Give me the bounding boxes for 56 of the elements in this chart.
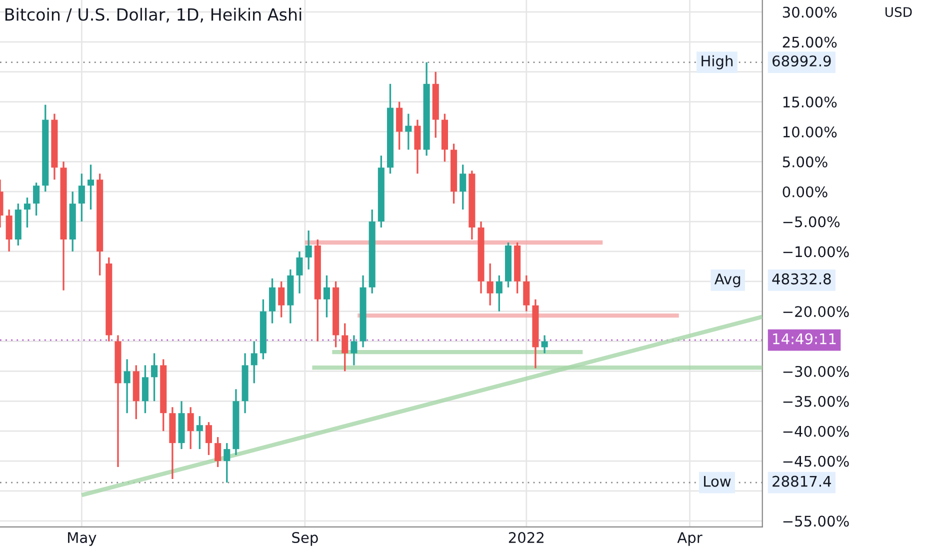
y-tick-label: −5.00% — [783, 216, 840, 228]
candlestick — [323, 274, 330, 318]
candlestick — [278, 280, 285, 318]
candlestick — [196, 415, 203, 450]
x-tick-label: Apr — [677, 532, 702, 546]
y-tick-label: −30.00% — [783, 366, 849, 377]
y-tick-label: −10.00% — [783, 246, 849, 258]
y-tick-label: −20.00% — [783, 306, 849, 318]
candlestick — [250, 340, 258, 384]
candlestick — [269, 278, 276, 324]
x-tick-label: 2022 — [508, 532, 544, 544]
annotation: 68992.9 — [772, 55, 831, 66]
x-tick-label: May — [68, 532, 96, 546]
text: USD — [886, 7, 912, 17]
candlestick — [187, 406, 194, 450]
candlestick — [33, 182, 40, 216]
y-tick-label: 15.00% — [783, 96, 837, 108]
ref-line-label: High — [702, 55, 733, 70]
y-tick-label: 25.00% — [782, 36, 837, 48]
y-tick-label: −35.00% — [783, 396, 849, 407]
candlestick — [124, 358, 130, 414]
y-tick-label: −45.00% — [783, 456, 849, 467]
candlestick — [24, 196, 30, 228]
y-tick-label: 0.00% — [782, 186, 828, 198]
candlestick — [87, 164, 94, 210]
candlestick — [350, 334, 358, 366]
candlestick — [342, 322, 348, 372]
candlestick — [305, 230, 312, 270]
candlestick — [414, 118, 421, 174]
y-tick-label: 30.00% — [782, 6, 837, 18]
candlestick — [78, 172, 85, 222]
candlestick — [405, 112, 412, 151]
candlestick — [523, 274, 530, 312]
annotation: 14:49:11 — [773, 333, 836, 344]
candlestick — [6, 208, 12, 252]
candlestick — [396, 100, 403, 151]
annotation: 28817.4 — [772, 476, 832, 487]
candlestick — [541, 334, 548, 354]
y-tick-label: 10.00% — [783, 126, 837, 138]
ref-line-label: Low — [704, 476, 731, 487]
text: 48332.8 — [772, 273, 831, 284]
candlestick — [496, 274, 502, 312]
candlestick — [142, 364, 148, 414]
candlestick — [224, 442, 230, 484]
candlestick — [151, 352, 158, 402]
candlestick — [296, 250, 303, 294]
y-tick-label: −40.00% — [783, 426, 849, 437]
candlestick — [205, 421, 212, 456]
x-tick-label: Sep — [292, 532, 318, 546]
y-tick-label: −55.00% — [783, 516, 849, 527]
annotation: Avg — [714, 274, 740, 288]
candlestick — [214, 436, 222, 468]
candlestick — [460, 164, 466, 210]
candlestick — [486, 262, 494, 306]
chart-title: Bitcoin / U.S. Dollar, 1D, Heikin Ashi — [5, 8, 302, 23]
y-tick-label: 5.00% — [782, 156, 828, 168]
